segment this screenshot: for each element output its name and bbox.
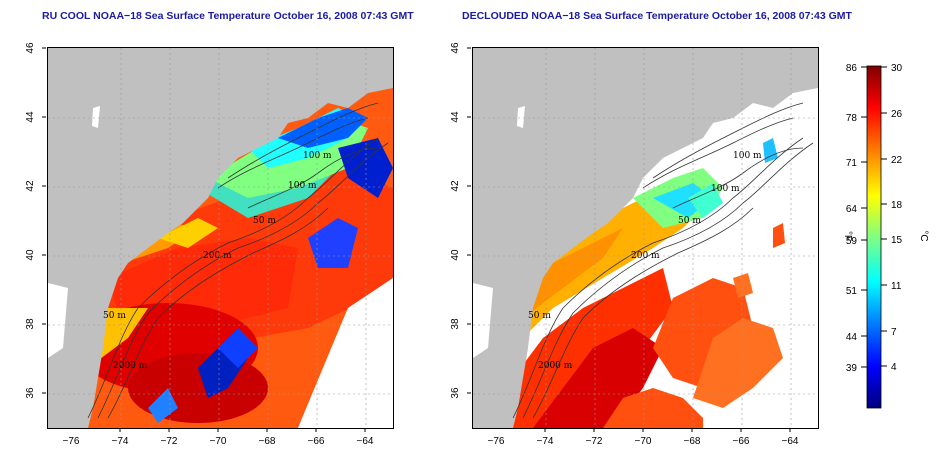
contour-label: 100 m [733, 151, 762, 161]
lon-tick-label: −68 [684, 436, 701, 447]
colorbar-unit-fahrenheit: °F [842, 231, 853, 241]
lat-tick-label: 38 [450, 318, 461, 330]
contour-label: 50 m [103, 311, 126, 321]
lat-tick-label: 36 [25, 387, 36, 399]
lat-tick-label: 38 [25, 318, 36, 330]
contour-label: 50 m [528, 311, 551, 321]
declouded-sst-map: 100 m 100 m 50 m 200 m 50 m 2000 m [472, 47, 819, 429]
contour-label: 2000 m [538, 361, 573, 371]
contour-label: 50 m [678, 216, 701, 226]
colorbar-celsius-tick: 4 [891, 362, 897, 373]
right-map-title: DECLOUDED NOAA−18 Sea Surface Temperatur… [462, 10, 852, 22]
land [48, 48, 393, 428]
colorbar [866, 65, 882, 409]
lon-tick-label: −68 [259, 436, 276, 447]
contour-label: 100 m [303, 151, 332, 161]
lat-tick-label: 40 [450, 249, 461, 261]
contour-label: 100 m [288, 181, 317, 191]
lat-tick-label: 44 [25, 111, 36, 123]
lat-tick-label: 44 [450, 111, 461, 123]
lon-tick-label: −76 [488, 436, 505, 447]
bathymetry-contours [87, 102, 389, 419]
colorbar-fahrenheit-tick: 71 [846, 158, 858, 169]
colorbar-celsius-tick: 30 [891, 63, 903, 74]
ru-cool-sst-map: 100 m 100 m 50 m 200 m 50 m 2000 m [47, 47, 394, 429]
lat-tick-label: 40 [25, 249, 36, 261]
colorbar-fahrenheit-tick: 39 [846, 363, 858, 374]
colorbar-fahrenheit-tick: 64 [846, 204, 858, 215]
contour-label: 2000 m [113, 361, 148, 371]
left-map-title: RU COOL NOAA−18 Sea Surface Temperature … [42, 10, 414, 22]
contour-label: 200 m [203, 251, 232, 261]
lon-tick-label: −74 [537, 436, 554, 447]
lon-tick-label: −64 [782, 436, 799, 447]
lat-tick-label: 46 [450, 42, 461, 54]
colorbar-fahrenheit-tick: 86 [846, 63, 858, 74]
lon-tick-label: −70 [635, 436, 652, 447]
lat-tick-label: 42 [450, 180, 461, 192]
lon-tick-label: −74 [112, 436, 129, 447]
sst-field [473, 138, 785, 428]
colorbar-fahrenheit-tick: 51 [846, 286, 858, 297]
lon-tick-label: −66 [308, 436, 325, 447]
colorbar-celsius-tick: 22 [891, 155, 903, 166]
colorbar-celsius-tick: 7 [891, 327, 897, 338]
contour-label: 50 m [253, 216, 276, 226]
lon-tick-label: −76 [63, 436, 80, 447]
lat-tick-label: 46 [25, 42, 36, 54]
lat-tick-label: 36 [450, 387, 461, 399]
land [473, 48, 818, 428]
colorbar-fahrenheit-tick: 78 [846, 113, 858, 124]
contour-label: 100 m [711, 184, 740, 194]
colorbar-fahrenheit-tick: 44 [846, 332, 858, 343]
contour-label: 200 m [631, 251, 660, 261]
colorbar-celsius-tick: 15 [891, 235, 903, 246]
lat-tick-label: 42 [25, 180, 36, 192]
lon-tick-label: −66 [733, 436, 750, 447]
colorbar-celsius-tick: 11 [891, 281, 902, 292]
colorbar-fahrenheit-tick: 59 [846, 236, 858, 247]
colorbar-unit-celsius: °C [918, 230, 929, 241]
lon-tick-label: −72 [161, 436, 178, 447]
colorbar-celsius-tick: 18 [891, 200, 903, 211]
colorbar-celsius-tick: 26 [891, 109, 903, 120]
lon-tick-label: −64 [357, 436, 374, 447]
lon-tick-label: −70 [210, 436, 227, 447]
lon-tick-label: −72 [586, 436, 603, 447]
